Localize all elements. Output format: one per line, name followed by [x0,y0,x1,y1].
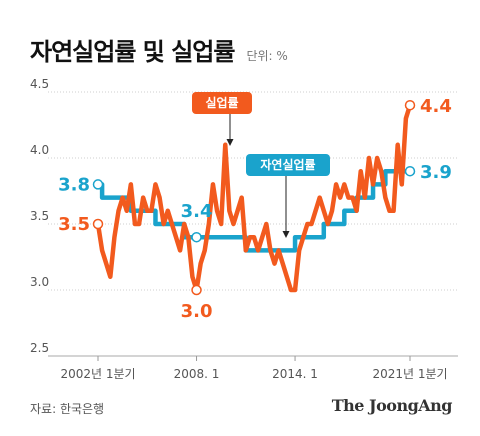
callout-label: 실업률 [205,95,238,110]
callout-box [192,92,252,114]
unemployment-point-marker [404,99,416,111]
callout-arrowhead [226,139,234,146]
source-note: 자료: 한국은행 [30,402,105,416]
callout-arrowhead [282,231,290,238]
y-tick-label: 3.5 [30,209,49,223]
y-tick-label: 4.5 [30,77,49,91]
brand-logo: The JoongAng [331,396,453,415]
x-tick-label: 2014. 1 [272,367,318,381]
unemployment-value-label: 3.5 [58,214,90,235]
natural-rate-point-marker [191,231,202,243]
callout-box [246,154,330,176]
natural-rate-value-label: 3.4 [181,201,213,222]
unemployment-point-marker [92,218,104,230]
natural-rate-point-marker [404,165,416,177]
chart-title: 자연실업률 및 실업률 [30,38,235,66]
unemployment-value-label: 4.4 [420,96,452,117]
unit-label: 단위: % [246,49,288,63]
x-tick-label: 2002년 1분기 [60,367,135,381]
x-tick-label: 2021년 1분기 [372,367,447,381]
y-tick-label: 4.0 [30,143,49,157]
natural-rate-value-label: 3.9 [420,162,452,183]
natural-rate-value-label: 3.8 [58,174,90,195]
title-row: 자연실업률 및 실업률 단위: % [30,32,288,67]
unemployment-series-line [95,102,413,293]
unemployment-point-marker [191,284,202,296]
natural-rate-point-marker [92,179,104,190]
x-tick-label: 2008. 1 [174,367,220,381]
y-tick-label: 3.0 [30,275,49,289]
unemployment-value-label: 3.0 [181,301,213,322]
callout-label: 자연실업률 [260,157,315,172]
y-tick-label: 2.5 [30,341,49,355]
